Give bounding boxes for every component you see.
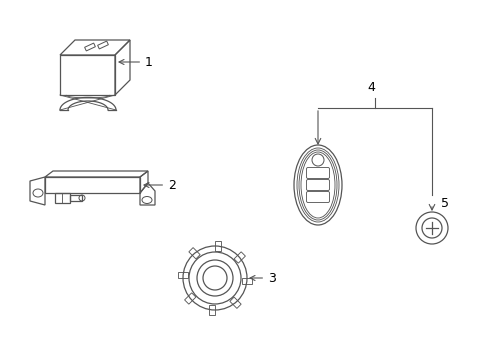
- Text: 5: 5: [441, 197, 449, 210]
- Text: 3: 3: [250, 271, 276, 284]
- Text: 4: 4: [367, 81, 375, 94]
- Text: 1: 1: [119, 55, 153, 68]
- Text: 2: 2: [144, 179, 176, 192]
